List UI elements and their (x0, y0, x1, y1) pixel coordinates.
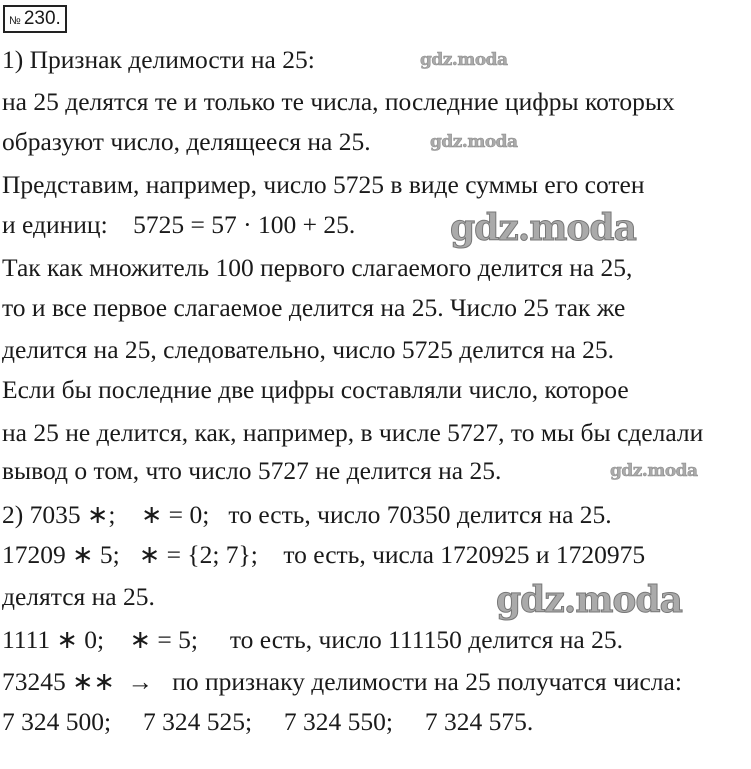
text-line: на 25 делятся те и только те числа, посл… (2, 87, 675, 116)
text-line: 17209 ∗ 5; ∗ = {2; 7}; то есть, числа 17… (2, 540, 646, 569)
watermark: gdz.moda (610, 461, 699, 482)
text-line: 7 324 500; 7 324 525; 7 324 550; 7 324 5… (2, 707, 534, 736)
text-line: образуют число, делящееся на 25. (2, 127, 371, 156)
watermark: gdz.moda (420, 50, 509, 71)
watermark: gdz.moda (430, 132, 519, 153)
text-line: 73245 ∗∗ → по признаку делимости на 25 п… (2, 667, 682, 696)
text-line: Если бы последние две цифры составляли ч… (2, 375, 629, 404)
text-line: 1111 ∗ 0; ∗ = 5; то есть, число 111150 д… (2, 625, 623, 654)
text-line: 2) 7035 ∗; ∗ = 0; то есть, число 70350 д… (2, 500, 612, 529)
watermark: gdz.moda (496, 579, 684, 621)
text-line: Так как множитель 100 первого слагаемого… (2, 253, 633, 282)
text-line: 1) Признак делимости на 25: (2, 45, 315, 74)
task-number-value: 230. (23, 8, 61, 29)
text-line: делятся на 25. (2, 582, 155, 611)
text-line: вывод о том, что число 5727 не делится н… (2, 456, 502, 485)
task-number: № 230. (3, 5, 67, 33)
text-line: на 25 не делится, как, например, в числе… (2, 418, 704, 447)
text-line: делится на 25, следовательно, число 5725… (2, 335, 614, 364)
number-sign: № (9, 15, 21, 27)
watermark: gdz.moda (450, 207, 638, 249)
text-line: Представим, например, число 5725 в виде … (2, 170, 645, 199)
text-line: и единиц: 5725 = 57 · 100 + 25. (2, 210, 356, 239)
text-line: то и все первое слагаемое делится на 25.… (2, 293, 626, 322)
